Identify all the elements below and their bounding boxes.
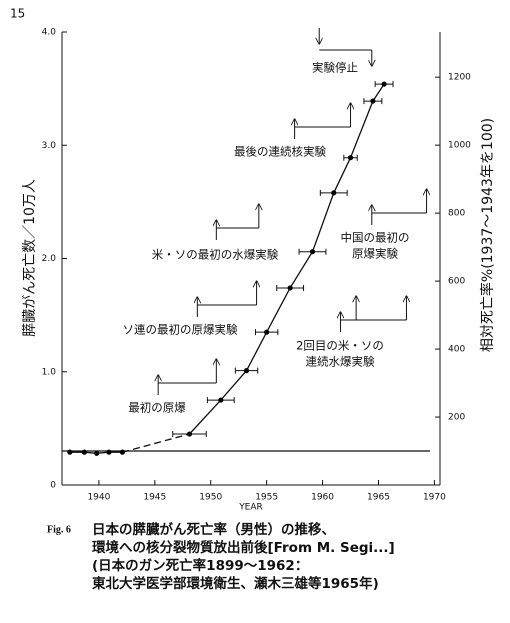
x-axis-label: YEAR (238, 503, 263, 513)
x-tick-label: 1940 (87, 493, 110, 503)
caption-line: 東北大学医学部環境衛生、瀬木三雄等1965年) (92, 575, 379, 592)
page-number: 15 (10, 7, 25, 21)
data-point (119, 449, 125, 455)
y-tick-label: 3.0 (42, 141, 57, 151)
caption-line: (日本のガン死亡率1899～1962： (92, 557, 308, 574)
annotation-text: 2回目の米・ソの (296, 339, 384, 353)
figure-number: Fig. 6 (47, 524, 71, 535)
x-tick-label: 1960 (311, 493, 334, 503)
y-tick-label: 4.0 (42, 28, 57, 38)
data-point (243, 368, 250, 374)
x-tick-label: 1955 (255, 493, 278, 503)
data-point (331, 190, 337, 196)
data-point (381, 81, 387, 87)
annotation-text: 最後の連続核実験 (234, 145, 326, 159)
data-point (186, 431, 193, 437)
data-line (189, 83, 385, 435)
annotation-text: ソ連の最初の原爆実験 (123, 323, 238, 337)
y-axis-label: 膵臓がん死亡数／10万人 (22, 179, 38, 337)
annotation-text: 米・ソの最初の水爆実験 (152, 248, 279, 262)
y2-tick-label: 1000 (448, 141, 471, 151)
y2-axis-label: 相対死亡率%(1937～1943年を100) (479, 118, 496, 352)
y-tick-label: 0 (50, 481, 56, 491)
x-tick-label: 1945 (143, 493, 166, 503)
y2-tick-label: 200 (448, 413, 465, 423)
data-point (309, 249, 316, 255)
data-point (264, 329, 270, 335)
data-line (122, 433, 190, 453)
data-point (67, 449, 73, 455)
data-point (94, 450, 100, 456)
x-tick-label: 1965 (367, 493, 390, 503)
caption-line: 日本の膵臓がん死亡率（男性）の推移、 (92, 521, 335, 538)
y2-tick-label: 1200 (448, 73, 471, 83)
data-point (218, 397, 224, 403)
y2-tick-label: 400 (448, 345, 465, 355)
annotation-text: 最初の原爆 (128, 401, 186, 415)
annotation-text: 連続水爆実験 (306, 355, 375, 369)
y2-tick-label: 800 (448, 209, 465, 219)
y-tick-label: 1.0 (42, 367, 57, 377)
data-point (81, 449, 87, 455)
y2-tick-label: 600 (448, 277, 465, 287)
y-tick-label: 2.0 (42, 254, 57, 264)
annotation-text: 実験停止 (312, 61, 358, 75)
caption-line: 環境への核分裂物質放出前後[From M. Segi...] (92, 539, 395, 556)
annotation-text: 中国の最初の (341, 231, 410, 245)
data-point (106, 449, 112, 455)
x-tick-label: 1970 (423, 493, 446, 503)
x-tick-label: 1950 (199, 493, 222, 503)
data-point (370, 98, 376, 104)
annotation-text: 原爆実験 (352, 247, 398, 261)
data-point (287, 285, 293, 291)
data-point (347, 155, 354, 161)
